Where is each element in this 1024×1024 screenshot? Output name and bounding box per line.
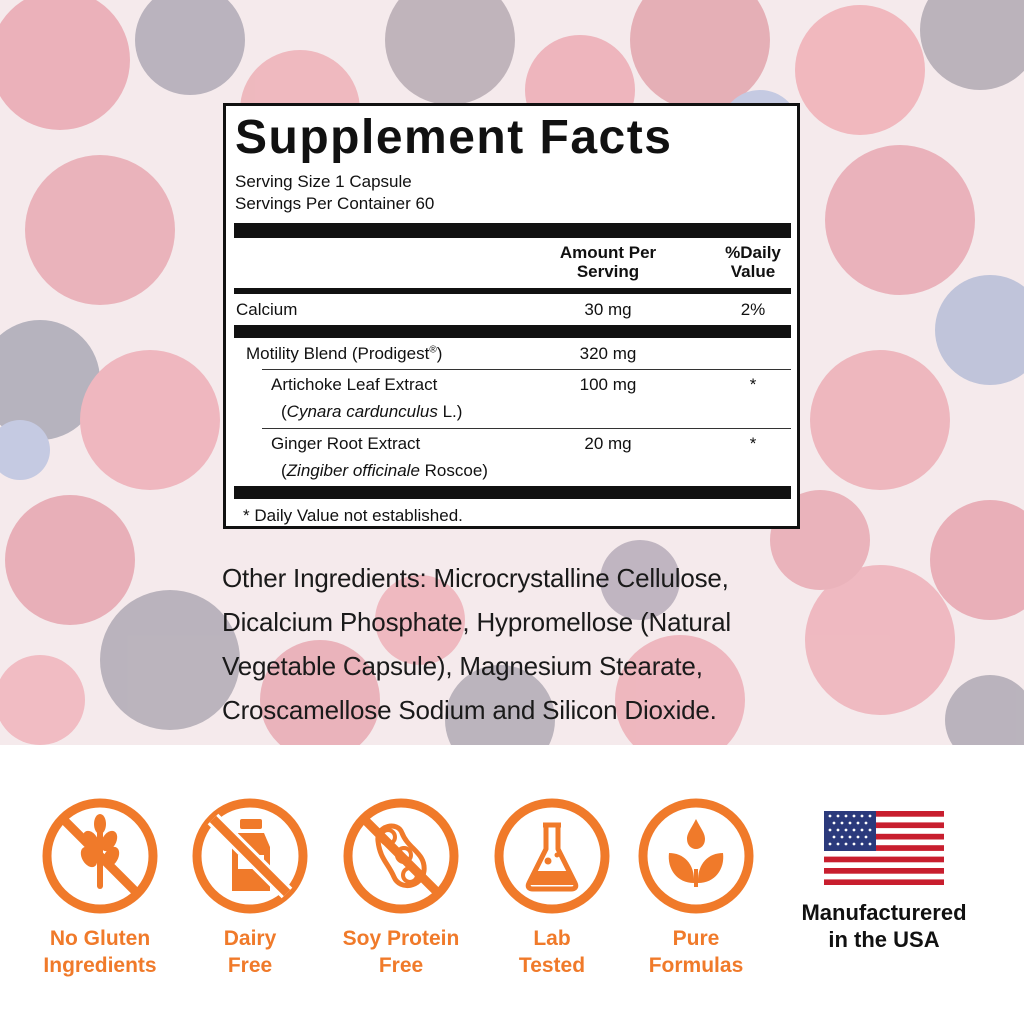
artichoke-latin-open: ( (281, 402, 287, 421)
other-ingredients: Other Ingredients: Microcrystalline Cell… (222, 563, 731, 725)
daily-value-header: %Daily Value (708, 243, 798, 281)
leaf-drop-icon (638, 798, 754, 914)
badge-no-gluten: No Gluten Ingredients (30, 797, 170, 979)
artichoke-divider (262, 428, 791, 429)
ginger-dv: * (749, 434, 757, 453)
motility-blend-amount: 320 mg (579, 344, 637, 363)
badge-label: No Gluten Ingredients (30, 925, 170, 979)
badge-label-line1: No Gluten (49, 927, 151, 950)
badge-label-line2: Free (378, 954, 424, 977)
ginger-amount: 20 mg (584, 434, 632, 453)
usa-label-line2: in the USA (828, 927, 940, 952)
facts-title: Supplement Facts (235, 111, 673, 164)
artichoke-name: Artichoke Leaf Extract (271, 375, 438, 394)
badge-label: Lab Tested (482, 925, 622, 979)
amount-per-serving-header: Amount Per Serving (543, 243, 673, 281)
artichoke-latin-italic: Cynara cardunculus (286, 402, 438, 421)
ginger-latin-tail: Roscoe) (419, 461, 488, 480)
footnote: * Daily Value not established. (243, 506, 463, 525)
badge-label-line2: Formulas (648, 954, 744, 977)
motility-blend-name: Motility Blend (Prodigest®) (246, 344, 442, 364)
ginger-latin-open: ( (281, 461, 287, 480)
badge-label: Soy Protein Free (331, 925, 471, 979)
calcium-name: Calcium (236, 300, 298, 319)
blend-name-close: ) (436, 344, 443, 363)
dv-header-line1: %Daily (725, 243, 781, 262)
artichoke-latin-tail: L.) (437, 402, 463, 421)
no-soy-bean-icon (343, 798, 459, 914)
badge-label-line2: Ingredients (43, 954, 157, 977)
usa-label: Manufacturered in the USA (776, 899, 992, 953)
amount-header-line2: Serving (576, 262, 640, 281)
calcium-amount: 30 mg (584, 300, 632, 319)
supplement-facts-panel: Supplement Facts Serving Size 1 Capsule … (223, 103, 800, 529)
badge-label-line2: Tested (518, 954, 586, 977)
usa-label-line1: Manufacturered (801, 900, 967, 925)
calcium-divider (234, 325, 791, 338)
thick-divider (234, 223, 791, 238)
artichoke-latin: (Cynara cardunculus L.) (281, 402, 462, 422)
ginger-latin-italic: Zingiber officinale (286, 461, 420, 480)
badge-soy-free: Soy Protein Free (331, 797, 471, 979)
badge-pure-formulas: Pure Formulas (626, 797, 766, 979)
bottom-divider (234, 486, 791, 499)
badge-lab-tested: Lab Tested (482, 797, 622, 979)
dv-header-line2: Value (730, 262, 776, 281)
no-dairy-milk-icon (192, 798, 308, 914)
serving-size: Serving Size 1 Capsule (235, 172, 412, 191)
badge-label-line1: Pure (672, 927, 720, 950)
artichoke-amount: 100 mg (579, 375, 637, 394)
blend-name-text: Motility Blend (Prodigest (246, 344, 430, 363)
badge-label-line2: Free (227, 954, 273, 977)
badge-label-line1: Dairy (223, 927, 277, 950)
ginger-latin: (Zingiber officinale Roscoe) (281, 461, 488, 481)
blend-divider (262, 369, 791, 370)
made-in-usa: Manufacturered in the USA (776, 811, 992, 953)
ginger-name: Ginger Root Extract (271, 434, 421, 453)
registered-mark: ® (429, 344, 437, 356)
lab-flask-icon (494, 798, 610, 914)
artichoke-dv: * (749, 375, 757, 394)
amount-header-line1: Amount Per (559, 243, 657, 262)
badge-dairy-free: Dairy Free (180, 797, 320, 979)
badge-label: Dairy Free (180, 925, 320, 979)
badge-label: Pure Formulas (626, 925, 766, 979)
badge-label-line1: Soy Protein (342, 927, 460, 950)
header-divider (234, 288, 791, 294)
us-flag-icon (824, 811, 944, 885)
no-gluten-wheat-icon (42, 798, 158, 914)
badge-label-line1: Lab (533, 927, 571, 950)
servings-per-container: Servings Per Container 60 (235, 194, 435, 213)
calcium-dv: 2% (740, 300, 766, 319)
